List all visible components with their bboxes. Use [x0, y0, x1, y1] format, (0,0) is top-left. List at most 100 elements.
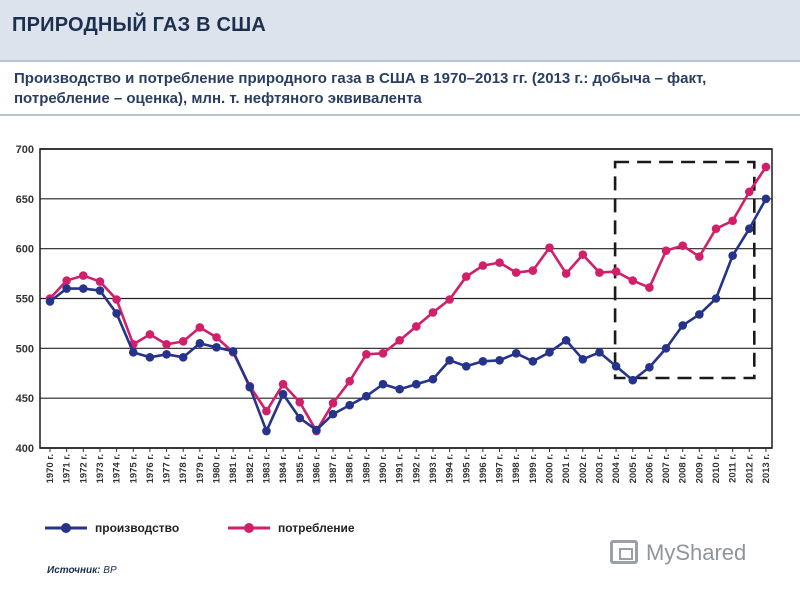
- x-tick-label: 1974 г.: [112, 454, 123, 483]
- x-tick-label: 1988 г.: [345, 454, 356, 483]
- watermark-logo: MyShared: [606, 536, 766, 576]
- x-tick-label: 1992 г.: [411, 454, 422, 483]
- x-tick-label: 2013 г.: [761, 454, 772, 483]
- data-point: [511, 349, 521, 358]
- data-point: [711, 224, 721, 234]
- data-point: [578, 354, 588, 364]
- data-point: [195, 323, 205, 332]
- data-point: [145, 353, 155, 362]
- x-tick-label: 1987 г.: [328, 454, 339, 483]
- data-point: [178, 353, 188, 362]
- x-tick-label: 2005 г.: [628, 454, 639, 483]
- data-point: [661, 246, 671, 255]
- x-tick-label: 2004 г.: [611, 454, 622, 483]
- data-point: [761, 194, 771, 204]
- legend-marker: [244, 523, 254, 533]
- source-note: Источник: BP: [47, 565, 117, 576]
- data-point: [245, 382, 255, 392]
- x-tick-label: 1971 г.: [62, 454, 73, 483]
- data-point: [461, 361, 471, 371]
- data-point: [345, 376, 355, 386]
- data-point: [628, 375, 638, 385]
- legend-marker: [61, 523, 71, 533]
- x-tick-label: 1994 г.: [445, 454, 456, 483]
- data-point: [478, 356, 488, 366]
- data-point: [362, 350, 371, 359]
- x-tick-label: 1979 г.: [195, 454, 206, 483]
- data-point: [128, 348, 138, 357]
- x-tick-label: 2007 г.: [661, 454, 672, 483]
- data-point: [295, 397, 305, 407]
- data-point: [328, 398, 338, 408]
- data-point: [495, 258, 504, 267]
- data-point: [745, 187, 754, 197]
- x-tick-label: 1980 г.: [212, 454, 223, 483]
- x-tick-label: 1977 г.: [162, 454, 173, 483]
- legend-label: производство: [95, 521, 179, 535]
- data-point: [561, 336, 571, 345]
- y-tick-label: 500: [16, 343, 34, 355]
- data-point: [728, 251, 737, 260]
- x-tick-label: 1991 г.: [395, 454, 406, 483]
- y-tick-label: 650: [16, 194, 34, 206]
- data-point: [695, 310, 704, 319]
- data-point: [661, 344, 671, 353]
- data-point: [62, 276, 71, 285]
- x-tick-label: 2006 г.: [644, 454, 655, 483]
- x-tick-label: 1982 г.: [245, 454, 256, 483]
- data-point: [228, 347, 238, 356]
- data-point: [611, 361, 621, 371]
- data-point: [162, 340, 171, 349]
- data-point: [195, 339, 205, 348]
- x-tick-label: 1978 г.: [178, 454, 189, 483]
- data-point: [95, 286, 105, 295]
- x-tick-label: 2010 г.: [711, 454, 722, 483]
- x-tick-label: 2003 г.: [594, 454, 605, 483]
- series-line: [49, 198, 768, 433]
- x-tick-label: 1981 г.: [228, 454, 239, 483]
- data-point: [212, 333, 221, 342]
- data-point: [278, 389, 288, 399]
- x-tick-label: 1976 г.: [145, 454, 156, 483]
- data-point: [62, 284, 71, 293]
- x-tick-label: 1986 г.: [311, 454, 322, 483]
- data-point: [495, 355, 504, 365]
- x-tick-label: 1996 г.: [478, 454, 489, 483]
- x-tick-label: 1970 г.: [45, 454, 56, 483]
- x-tick-label: 1973 г.: [95, 454, 106, 483]
- data-point: [79, 284, 88, 293]
- data-point: [345, 400, 355, 410]
- data-point: [79, 271, 88, 280]
- data-point: [378, 349, 388, 358]
- x-tick-label: 1999 г.: [528, 454, 539, 483]
- source-value: BP: [103, 565, 117, 576]
- data-point: [412, 379, 421, 389]
- data-point: [678, 241, 687, 250]
- data-point: [511, 268, 521, 277]
- watermark-text: MyShared: [646, 540, 747, 565]
- data-point: [478, 261, 488, 270]
- data-point: [745, 224, 754, 234]
- data-point: [412, 322, 421, 331]
- data-point: [328, 409, 338, 419]
- data-point: [312, 425, 321, 435]
- data-point: [595, 268, 604, 277]
- data-point: [761, 162, 771, 172]
- data-point: [611, 267, 621, 276]
- x-tick-label: 1997 г.: [495, 454, 506, 483]
- x-tick-label: 1975 г.: [128, 454, 139, 483]
- plot-frame: [39, 148, 773, 449]
- data-point: [695, 252, 704, 261]
- data-point: [145, 330, 155, 339]
- x-tick-label: 1995 г.: [461, 454, 472, 483]
- data-point: [678, 321, 687, 330]
- data-point: [378, 379, 388, 389]
- y-tick-label: 700: [16, 144, 34, 156]
- data-point: [545, 243, 554, 252]
- x-tick-label: 1998 г.: [511, 454, 522, 483]
- data-point: [645, 362, 654, 372]
- chart-subtitle: Производство и потребление природного га…: [14, 70, 707, 107]
- data-point: [112, 309, 121, 318]
- page-title: ПРИРОДНЫЙ ГАЗ В США: [12, 14, 267, 36]
